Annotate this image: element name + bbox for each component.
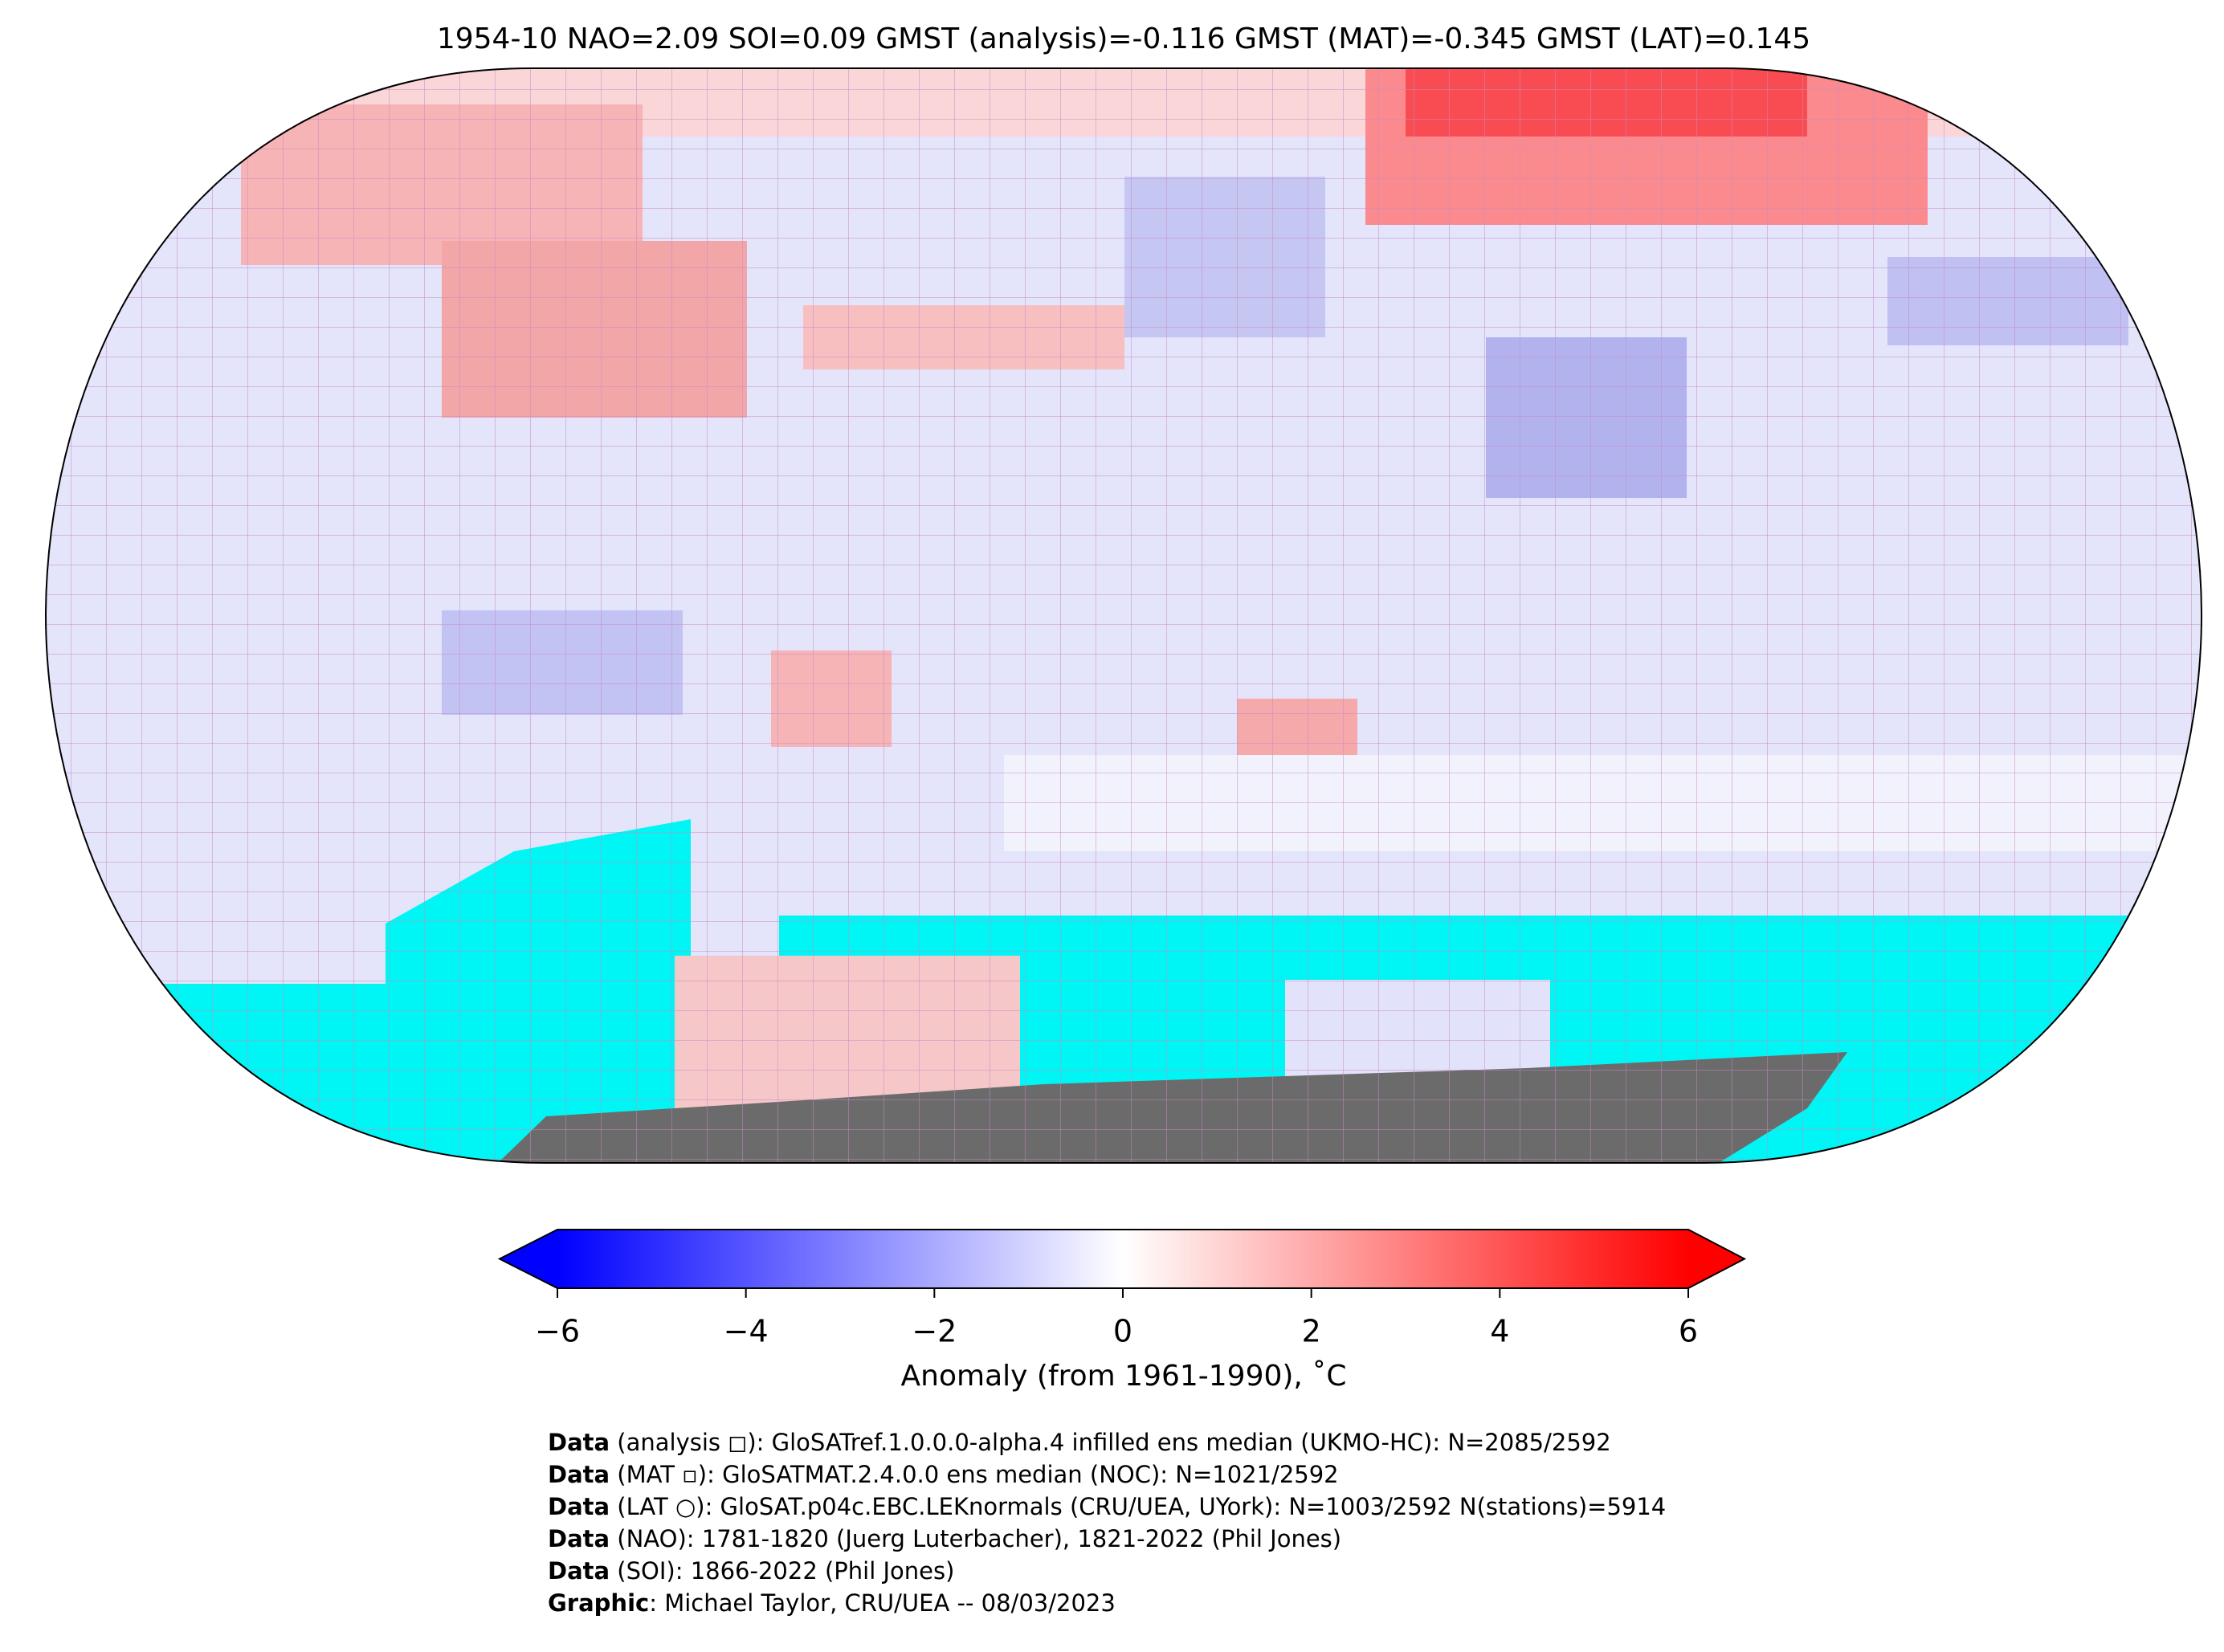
footer-line: Data (SOI): 1866-2022 (Phil Jones) (548, 1555, 954, 1587)
footer-text: (NAO): 1781-1820 (Juerg Luterbacher), 18… (610, 1525, 1342, 1552)
colorbar-tick-label: −6 (535, 1314, 580, 1349)
footer-bold: Data (548, 1461, 610, 1488)
footer-text: (analysis ◻): GloSATref.1.0.0.0-alpha.4 … (610, 1429, 1611, 1456)
footer-line: Data (analysis ◻): GloSATref.1.0.0.0-alp… (548, 1426, 1611, 1458)
colorbar-tick-label: 0 (1113, 1314, 1132, 1349)
title: 1954-10 NAO=2.09 SOI=0.09 GMST (analysis… (437, 22, 1810, 55)
footer-bold: Data (548, 1493, 610, 1520)
map (46, 68, 2202, 1163)
footer-bold: Data (548, 1557, 610, 1585)
colorbar-gradient (557, 1230, 1688, 1288)
colorbar-extend-high (1688, 1230, 1745, 1288)
colorbar-tick-label: −4 (724, 1314, 769, 1349)
footer-text: (SOI): 1866-2022 (Phil Jones) (610, 1557, 955, 1585)
footer-text: : Michael Taylor, CRU/UEA -- 08/03/2023 (649, 1589, 1116, 1617)
colorbar-extend-low (500, 1230, 557, 1288)
footer-bold: Data (548, 1525, 610, 1552)
footer-text: (MAT ▫): GloSATMAT.2.4.0.0 ens median (N… (610, 1461, 1339, 1488)
footer-line: Data (MAT ▫): GloSATMAT.2.4.0.0 ens medi… (548, 1458, 1339, 1491)
colorbar-tick-label: 6 (1679, 1314, 1698, 1349)
footer-line: Graphic: Michael Taylor, CRU/UEA -- 08/0… (548, 1587, 1116, 1619)
footer-line: Data (LAT ○): GloSAT.p04c.EBC.LEKnormals… (548, 1491, 1666, 1523)
footer-line: Data (NAO): 1781-1820 (Juerg Luterbacher… (548, 1523, 1341, 1555)
footer-bold: Data (548, 1429, 610, 1456)
footer-bold: Graphic (548, 1589, 650, 1617)
colorbar-label: Anomaly (from 1961-1990), ˚C (901, 1360, 1347, 1393)
colorbar-tick-label: 4 (1490, 1314, 1509, 1349)
colorbar-tick-label: −2 (912, 1314, 957, 1349)
map-outline (44, 67, 2203, 1164)
footer-text: (LAT ○): GloSAT.p04c.EBC.LEKnormals (CRU… (610, 1493, 1667, 1520)
colorbar: −6 −4 −2 0 2 4 6 Anomaly (from 1961-1990), ˚C (497, 1229, 1747, 1393)
colorbar-tick-label: 2 (1302, 1314, 1321, 1349)
